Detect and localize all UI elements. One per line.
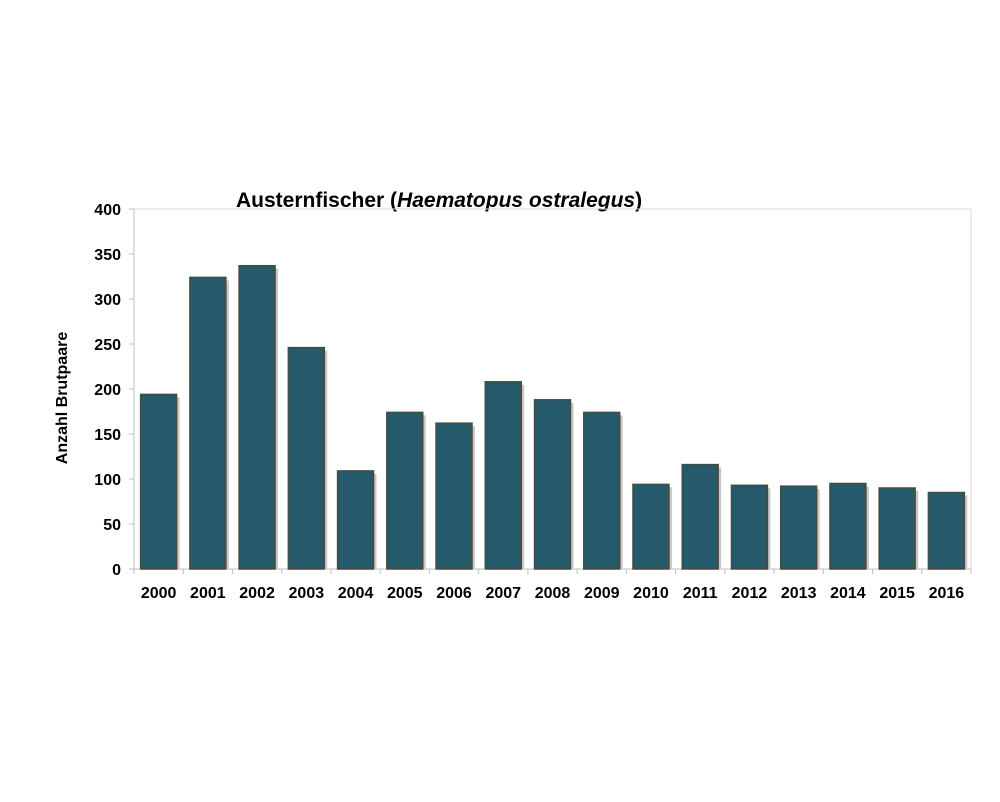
bar-2006	[435, 422, 473, 570]
y-tick-label: 300	[94, 292, 121, 309]
y-tick-label: 100	[94, 472, 121, 489]
x-tick-label: 2014	[830, 585, 866, 602]
x-tick-label: 2006	[436, 585, 472, 602]
x-tick-label: 2009	[584, 585, 620, 602]
bar-2015	[878, 487, 916, 570]
x-tick-label: 2007	[485, 585, 521, 602]
bar-2010	[632, 483, 670, 570]
bar-2007	[484, 381, 522, 570]
x-tick-label: 2001	[190, 585, 226, 602]
bar-2004	[336, 470, 375, 570]
x-tick-label: 2013	[781, 585, 817, 602]
x-tick-label: 2000	[141, 585, 177, 602]
x-tick-label: 2010	[633, 585, 669, 602]
y-tick-label: 250	[94, 337, 121, 354]
y-tick-label: 150	[94, 427, 121, 444]
y-tick-label: 200	[94, 382, 121, 399]
x-tick-label: 2002	[239, 585, 275, 602]
x-tick-label: 2011	[683, 585, 718, 602]
x-tick-label: 2005	[387, 585, 423, 602]
bar-2001	[189, 276, 227, 570]
x-tick-label: 2004	[338, 585, 374, 602]
bar-2000	[139, 393, 178, 570]
x-tick-label: 2016	[929, 585, 965, 602]
x-tick-label: 2015	[879, 585, 915, 602]
bar-2012	[730, 484, 769, 570]
y-tick-label: 400	[94, 202, 121, 219]
bar-2014	[829, 482, 867, 570]
bar-2003	[287, 346, 326, 570]
bar-2009	[583, 411, 621, 570]
y-tick-label: 0	[112, 562, 121, 579]
bar-2005	[386, 411, 424, 570]
bar-2008	[533, 399, 572, 570]
x-tick-label: 2008	[535, 585, 571, 602]
bar-2013	[779, 485, 818, 570]
bar-2016	[927, 491, 966, 570]
x-tick-label: 2012	[732, 585, 768, 602]
y-axis-label: Anzahl Brutpaare	[54, 332, 71, 465]
y-tick-label: 50	[103, 517, 121, 534]
bar-2002	[238, 264, 276, 570]
y-tick-label: 350	[94, 247, 121, 264]
x-tick-label: 2003	[289, 585, 325, 602]
chart-title: Austernfischer (Haematopus ostralegus)	[236, 189, 642, 212]
bar-2011	[681, 463, 719, 570]
